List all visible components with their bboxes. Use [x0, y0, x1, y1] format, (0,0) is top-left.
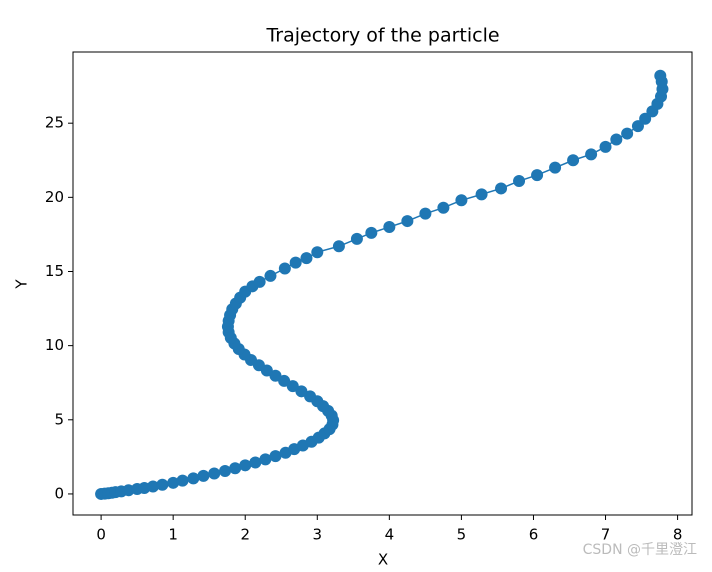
point	[219, 464, 232, 477]
point	[269, 450, 282, 463]
point	[383, 220, 396, 233]
x-tick-label: 1	[168, 526, 178, 544]
point	[253, 275, 266, 288]
point	[610, 133, 623, 146]
point	[176, 474, 189, 487]
point	[295, 385, 308, 398]
point	[621, 127, 634, 140]
point	[475, 188, 488, 201]
point	[419, 207, 432, 220]
point	[264, 269, 277, 282]
point	[455, 194, 468, 207]
point	[156, 478, 169, 491]
point	[654, 69, 667, 82]
point	[350, 232, 363, 245]
point	[332, 240, 345, 253]
point	[549, 161, 562, 174]
point	[365, 226, 378, 239]
x-tick-label: 6	[529, 526, 539, 544]
point	[495, 182, 508, 195]
y-axis-label: Y	[13, 279, 31, 290]
y-tick-label: 25	[45, 114, 64, 132]
trajectory-line	[101, 75, 664, 495]
y-tick-label: 15	[45, 262, 64, 280]
point	[639, 112, 652, 125]
y-tick-label: 0	[54, 484, 64, 502]
point	[585, 148, 598, 161]
x-tick-label: 8	[673, 526, 683, 544]
point	[278, 262, 291, 275]
chart-title: Trajectory of the particle	[265, 25, 499, 47]
x-axis-label: X	[378, 551, 388, 569]
point	[401, 215, 414, 228]
x-tick-label: 3	[313, 526, 323, 544]
watermark: CSDN @千里澄江	[583, 542, 697, 558]
y-tick-label: 5	[54, 410, 64, 428]
point	[599, 140, 612, 153]
point	[567, 154, 580, 167]
point	[187, 472, 200, 485]
point	[513, 175, 526, 188]
point	[259, 453, 272, 466]
point	[197, 469, 210, 482]
x-tick-label: 5	[457, 526, 467, 544]
x-tick-label: 2	[240, 526, 250, 544]
y-tick-label: 10	[45, 336, 64, 354]
point	[286, 380, 299, 393]
point	[208, 467, 221, 480]
point	[249, 456, 262, 469]
point	[146, 480, 159, 493]
point	[300, 252, 313, 265]
plot-frame	[72, 51, 693, 516]
point	[437, 201, 450, 214]
point	[239, 459, 252, 472]
point	[229, 462, 242, 475]
point	[631, 120, 644, 133]
point	[531, 169, 544, 182]
point	[304, 390, 317, 403]
point	[269, 369, 282, 382]
x-tick-label: 0	[96, 526, 106, 544]
x-tick-label: 4	[385, 526, 395, 544]
point	[311, 246, 324, 259]
x-tick-label: 7	[601, 526, 611, 544]
y-tick-label: 20	[45, 188, 64, 206]
point	[278, 374, 291, 387]
point	[289, 256, 302, 269]
point	[167, 476, 180, 489]
